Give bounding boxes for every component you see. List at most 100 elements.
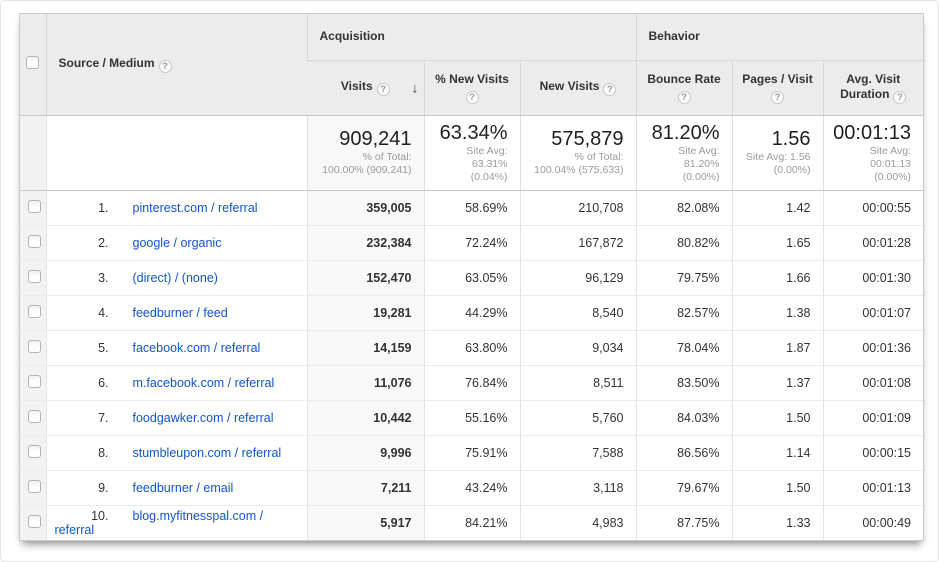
- source-medium-label: Source / Medium: [58, 55, 155, 70]
- column-header-source-medium[interactable]: Source / Medium?: [45, 14, 307, 116]
- pages-visit-cell: 1.66: [731, 260, 823, 296]
- row-checkbox[interactable]: [28, 339, 41, 353]
- column-header-avg-visit-duration[interactable]: Avg. Visit Duration?: [822, 60, 923, 116]
- group-header-row: Source / Medium? Acquisition Behavior: [20, 14, 923, 116]
- row-checkbox[interactable]: [28, 514, 41, 528]
- source-medium-link[interactable]: pinterest.com / referral: [132, 200, 258, 215]
- row-checkbox[interactable]: [28, 234, 41, 248]
- help-icon[interactable]: ?: [771, 90, 784, 104]
- column-header-new-visits[interactable]: New Visits?: [519, 60, 636, 116]
- visits-cell: 152,470: [306, 260, 424, 296]
- help-icon[interactable]: ?: [677, 90, 691, 104]
- new-visits-cell: 4,983: [519, 505, 636, 540]
- select-all-cell: [20, 14, 46, 116]
- help-icon[interactable]: ?: [603, 83, 617, 96]
- column-header-pages-visit[interactable]: Pages / Visit?: [731, 60, 823, 116]
- new-visits-cell: 9,034: [519, 330, 636, 366]
- avg-duration-cell: 00:01:36: [822, 330, 923, 366]
- visits-cell: 14,159: [306, 330, 424, 366]
- row-checkbox[interactable]: [28, 199, 41, 213]
- row-checkbox[interactable]: [28, 304, 41, 318]
- summary-pct-new-value: 63.34%: [439, 121, 508, 144]
- row-checkbox[interactable]: [28, 269, 41, 283]
- pages-visit-cell: 1.65: [731, 225, 823, 261]
- summary-bounce-sub: 81.20% (0.00%): [682, 157, 720, 183]
- column-header-visits[interactable]: Visits? ↓: [307, 60, 424, 116]
- row-rank: 9.: [98, 480, 109, 495]
- summary-duration-sub: Site Avg:: [869, 144, 911, 157]
- row-rank: 5.: [98, 340, 109, 355]
- new-visits-cell: 8,511: [519, 365, 636, 401]
- bounce-rate-cell: 78.04%: [635, 330, 732, 366]
- summary-pct-new-visits: 63.34% Site Avg: 63.31% (0.04%): [423, 115, 520, 191]
- pct-new-visits-cell: 72.24%: [423, 225, 520, 261]
- select-all-checkbox[interactable]: [26, 55, 40, 69]
- bounce-rate-cell: 86.56%: [635, 435, 732, 471]
- group-header-behavior: Behavior: [635, 14, 923, 61]
- avg-duration-cell: 00:00:55: [822, 190, 923, 226]
- avg-duration-cell: 00:01:30: [822, 260, 923, 296]
- help-icon[interactable]: ?: [158, 59, 172, 73]
- bounce-rate-cell: 84.03%: [635, 400, 732, 436]
- pct-new-visits-cell: 84.21%: [423, 505, 520, 540]
- summary-pages-value: 1.56: [771, 128, 811, 150]
- summary-bounce-sub: Site Avg:: [678, 144, 720, 157]
- visits-cell: 359,005: [306, 190, 424, 226]
- row-rank: 1.: [98, 200, 109, 215]
- help-icon[interactable]: ?: [376, 83, 390, 96]
- sort-descending-icon[interactable]: ↓: [411, 79, 419, 95]
- avg-duration-cell: 00:01:13: [822, 470, 923, 506]
- summary-pct-new-sub: Site Avg:: [466, 144, 508, 157]
- visits-cell: 7,211: [306, 470, 424, 506]
- source-medium-link[interactable]: facebook.com / referral: [132, 340, 261, 355]
- pages-visit-cell: 1.37: [731, 365, 823, 401]
- source-medium-link[interactable]: google / organic: [132, 235, 222, 250]
- source-medium-link[interactable]: blog.myfitnesspal.com / referral: [54, 508, 264, 537]
- new-visits-label: New Visits: [539, 79, 600, 93]
- summary-new-visits-sub: 100.04% (575,633): [534, 164, 624, 176]
- summary-visits-sub: 100.00% (909,241): [322, 164, 412, 176]
- column-header-pct-new-visits[interactable]: % New Visits?: [423, 60, 520, 116]
- summary-pages-sub: (0.00%): [773, 164, 811, 176]
- help-icon[interactable]: ?: [465, 90, 479, 104]
- row-rank: 4.: [98, 305, 109, 320]
- row-checkbox[interactable]: [28, 374, 41, 388]
- source-medium-link[interactable]: (direct) / (none): [132, 270, 218, 285]
- visits-cell: 19,281: [306, 295, 424, 331]
- table-row: 3. (direct) / (none) 152,470 63.05% 96,12…: [20, 260, 923, 296]
- row-rank: 10.: [91, 508, 109, 523]
- summary-source-cell: [45, 115, 307, 191]
- pct-new-visits-cell: 76.84%: [423, 365, 520, 401]
- visits-cell: 11,076: [306, 365, 424, 401]
- avg-duration-cell: 00:00:49: [822, 505, 923, 540]
- summary-bounce-value: 81.20%: [651, 121, 720, 144]
- new-visits-cell: 7,588: [519, 435, 636, 471]
- source-medium-link[interactable]: foodgawker.com / referral: [132, 410, 274, 425]
- summary-pages-sub: Site Avg: 1.56: [745, 151, 811, 163]
- bounce-rate-label: Bounce Rate: [647, 71, 721, 86]
- summary-new-visits-sub: % of Total:: [574, 151, 624, 163]
- column-header-bounce-rate[interactable]: Bounce Rate?: [635, 60, 732, 116]
- row-checkbox[interactable]: [28, 479, 41, 493]
- pages-visit-cell: 1.33: [731, 505, 823, 540]
- summary-avg-duration: 00:01:13 Site Avg: 00:01:13 (0.00%): [822, 115, 923, 191]
- source-medium-link[interactable]: stumbleupon.com / referral: [132, 445, 282, 460]
- source-medium-table: Source / Medium? Acquisition Behavior Vi…: [20, 14, 923, 540]
- source-medium-link[interactable]: feedburner / feed: [132, 305, 228, 320]
- new-visits-cell: 210,708: [519, 190, 636, 226]
- row-checkbox[interactable]: [28, 409, 41, 423]
- bounce-rate-cell: 82.08%: [635, 190, 732, 226]
- source-medium-link[interactable]: feedburner / email: [132, 480, 234, 495]
- pages-visit-cell: 1.38: [731, 295, 823, 331]
- row-rank: 3.: [98, 270, 109, 285]
- column-header-row: Visits? ↓ % New Visits? New Visits? Boun…: [20, 60, 923, 116]
- summary-new-visits-value: 575,879: [551, 128, 624, 150]
- help-icon[interactable]: ?: [893, 90, 907, 104]
- pages-visit-label: Pages / Visit: [742, 71, 813, 86]
- group-header-acquisition: Acquisition: [306, 14, 636, 61]
- row-rank: 2.: [98, 235, 109, 250]
- visits-cell: 10,442: [306, 400, 424, 436]
- new-visits-cell: 8,540: [519, 295, 636, 331]
- row-checkbox[interactable]: [28, 444, 41, 458]
- source-medium-link[interactable]: m.facebook.com / referral: [132, 375, 275, 390]
